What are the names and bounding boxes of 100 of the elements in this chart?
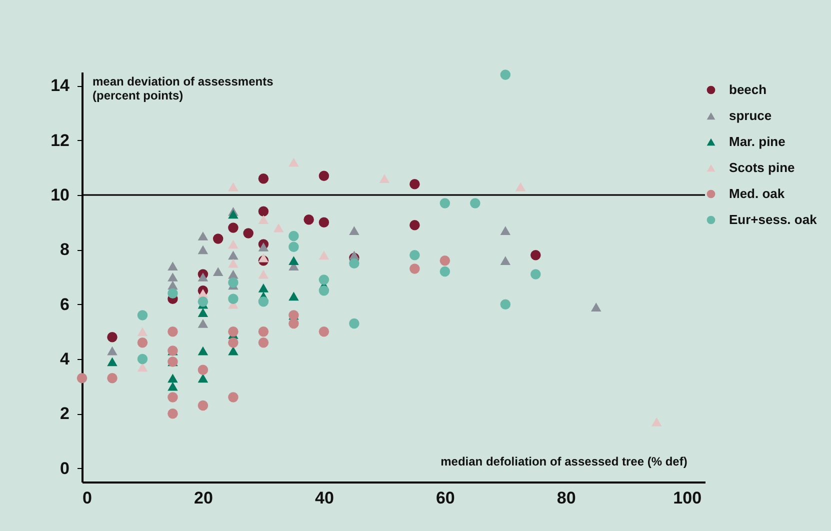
x-tick-label: 40 <box>314 488 334 508</box>
legend-label: Med. oak <box>729 186 786 201</box>
point <box>228 250 238 260</box>
point <box>440 266 450 277</box>
point <box>410 178 420 190</box>
legend-label: Eur+sess. oak <box>729 212 818 227</box>
point <box>76 373 88 384</box>
legend-label: Mar. pine <box>729 134 786 149</box>
point <box>349 258 360 268</box>
y-tick-label: 8 <box>60 240 70 260</box>
y-tick-label: 0 <box>60 458 70 478</box>
point <box>107 332 118 342</box>
point <box>258 283 269 292</box>
point <box>500 256 511 266</box>
legend-label: Scots pine <box>729 160 795 175</box>
point <box>228 182 238 192</box>
point <box>530 250 541 260</box>
point <box>107 373 118 384</box>
point <box>258 173 269 184</box>
point <box>198 232 208 240</box>
point <box>137 337 148 348</box>
point <box>168 408 178 419</box>
point <box>318 326 330 337</box>
y-tick-label: 14 <box>50 76 70 96</box>
point <box>228 392 238 402</box>
point <box>288 292 299 301</box>
point <box>228 346 238 356</box>
point <box>212 267 224 276</box>
point <box>515 182 526 192</box>
point <box>107 357 118 366</box>
point <box>591 302 602 312</box>
point <box>228 210 238 219</box>
point <box>168 392 178 402</box>
point <box>258 206 269 217</box>
x-axis-title: median defoliation of assessed tree (% def) <box>440 454 688 468</box>
x-tick-label: 80 <box>556 488 576 508</box>
point <box>318 217 330 228</box>
point <box>500 70 511 80</box>
point <box>228 337 238 348</box>
point <box>258 270 269 279</box>
legend-label: spruce <box>729 108 772 123</box>
point <box>318 274 330 285</box>
point <box>258 242 269 252</box>
point <box>198 346 208 356</box>
point <box>379 174 390 184</box>
y-tick-label: 6 <box>60 294 70 314</box>
point <box>168 374 178 383</box>
point <box>651 417 662 426</box>
legend-label: beech <box>729 82 767 97</box>
point <box>198 374 208 383</box>
point <box>198 319 208 328</box>
point <box>198 245 208 254</box>
point <box>500 226 511 235</box>
point <box>168 382 178 391</box>
x-tick-label: 100 <box>673 488 702 508</box>
point <box>288 256 299 266</box>
point <box>410 264 420 274</box>
y-axis-title: mean deviation of assessments (percent points) <box>92 74 274 102</box>
point <box>168 288 178 299</box>
point <box>198 364 208 376</box>
x-tick-label: 60 <box>436 488 455 508</box>
point <box>258 326 269 337</box>
point <box>258 337 269 348</box>
point <box>168 262 178 271</box>
point <box>228 277 238 288</box>
point <box>198 272 208 282</box>
point <box>137 310 148 320</box>
point <box>243 228 254 238</box>
point <box>258 253 269 262</box>
point <box>198 296 208 307</box>
y-tick-label: 10 <box>50 186 70 204</box>
point <box>410 220 420 230</box>
point <box>212 234 224 244</box>
point <box>440 255 450 266</box>
y-tick-label: 4 <box>60 350 70 368</box>
x-tick-label: 0 <box>82 488 92 508</box>
point <box>168 272 178 282</box>
point <box>500 299 511 310</box>
point <box>304 214 314 225</box>
point <box>288 230 299 242</box>
point <box>228 222 238 233</box>
x-tick-label: 20 <box>194 488 213 508</box>
point <box>228 258 238 268</box>
point <box>318 170 330 181</box>
point <box>137 327 148 336</box>
point <box>228 240 238 249</box>
point <box>198 308 208 317</box>
point <box>228 326 238 337</box>
point <box>318 250 330 260</box>
point <box>410 250 420 260</box>
y-tick-label: 2 <box>60 404 70 424</box>
point <box>530 269 541 280</box>
point <box>228 294 238 304</box>
point <box>288 242 299 252</box>
point <box>349 226 360 235</box>
point <box>258 296 269 307</box>
point <box>440 198 450 208</box>
point <box>198 400 208 411</box>
point <box>137 362 148 372</box>
point <box>288 318 299 329</box>
